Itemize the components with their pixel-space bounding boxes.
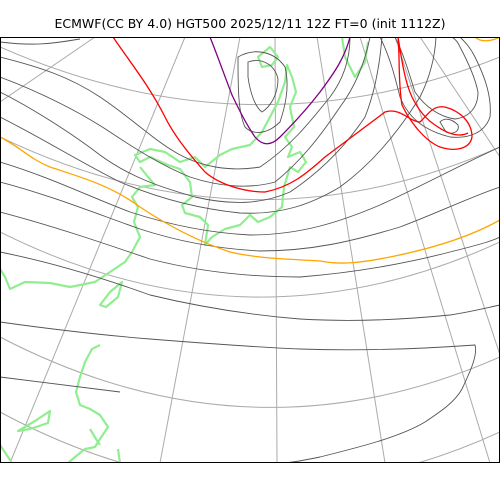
contour-orange-ne (474, 37, 500, 42)
chart-title: ECMWF(CC BY 4.0) HGT500 2025/12/11 12Z F… (54, 16, 446, 31)
contour-purple (209, 37, 351, 145)
map-panel (0, 37, 500, 463)
height-contours (0, 37, 500, 463)
contour-red-2 (397, 37, 469, 136)
map-svg (0, 37, 500, 463)
coastlines (0, 37, 370, 463)
contour-red (112, 37, 473, 193)
contour-orange (0, 136, 500, 264)
